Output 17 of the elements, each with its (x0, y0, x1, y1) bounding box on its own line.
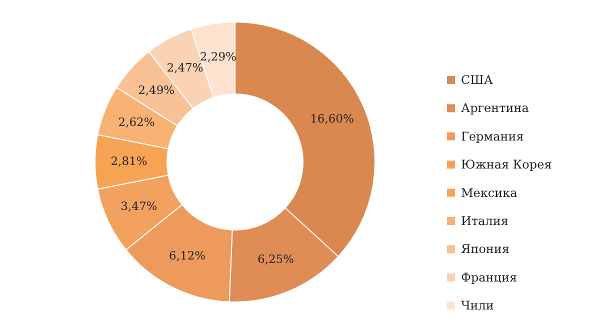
data-label: 6,25% (257, 252, 294, 266)
legend-label: США (461, 73, 493, 87)
legend-label: Франция (461, 270, 518, 284)
data-label: 2,47% (166, 60, 204, 75)
data-label: 2,49% (138, 82, 175, 97)
legend-label: Аргентина (461, 101, 529, 116)
data-label: 6,12% (169, 248, 206, 263)
legend-label: Япония (461, 242, 510, 256)
data-label: 2,81% (110, 154, 148, 168)
data-label: 2,62% (118, 114, 155, 129)
legend-label: Италия (461, 214, 508, 228)
legend-label: Мексика (461, 186, 518, 200)
data-label: 16,60% (310, 111, 354, 126)
legend-label: Германия (461, 129, 524, 144)
data-label: 3,47% (120, 198, 158, 213)
legend-label: Южная Корея (461, 158, 552, 172)
legend-label: Чили (461, 298, 494, 313)
